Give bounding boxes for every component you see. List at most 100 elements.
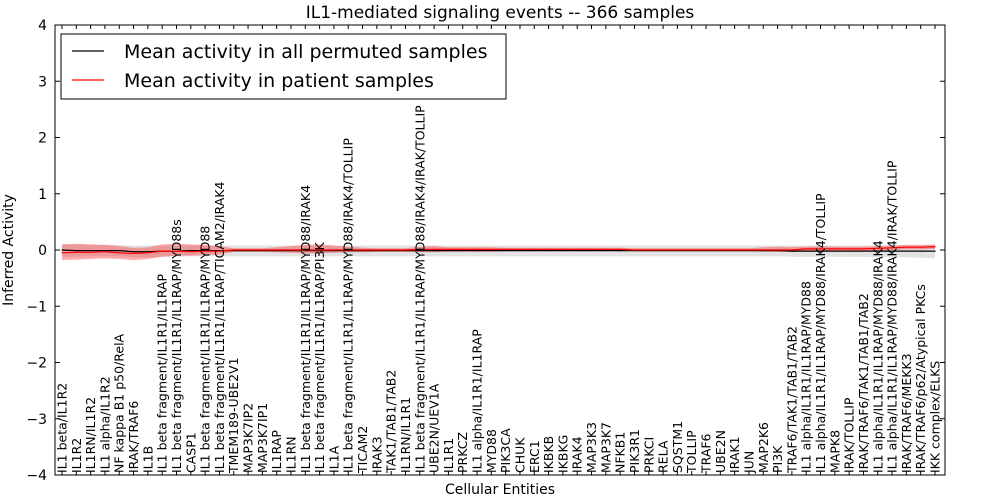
x-tick-label: CASP1 [183,432,198,473]
data-point [748,249,750,251]
data-point [190,250,192,252]
data-point [519,250,521,252]
x-tick-label: IL1 beta fragment/IL1R1/IL1RAP/TICAM2/IR… [212,182,227,473]
data-point [848,248,850,250]
x-tick-label: RELA [656,440,671,473]
x-tick-label: IL1 beta fragment/IL1R1/IL1RAP/MYD88/IRA… [412,105,427,473]
data-point [133,251,135,253]
data-point [161,250,163,252]
x-tick-label: TAK1/TAB1/TAB2 [384,370,399,474]
x-tick-label: PIK3CA [498,428,513,473]
data-point [934,250,936,252]
x-tick-label: IL1 beta fragment/IL1R1/IL1RAP/MYD88 [198,226,213,473]
band-permuted [62,244,935,259]
band-patient [62,243,935,261]
data-point [490,250,492,252]
data-point [462,250,464,252]
y-tick-label: 0 [38,243,47,259]
data-point [276,249,278,251]
x-tick-label: TMEM189-UBE2V1 [226,357,241,474]
data-point [147,252,149,254]
data-point [662,249,664,251]
data-point [90,250,92,252]
data-point [533,248,535,250]
x-tick-label: PIK3R1 [627,429,642,473]
y-tick-label: −2 [26,356,47,372]
data-point [376,249,378,251]
x-tick-label: ERC1 [527,440,542,473]
data-point [891,247,893,249]
x-tick-label: MAP2K6 [756,422,771,473]
data-point [562,250,564,252]
y-tick-label: −3 [26,412,47,428]
data-point [834,248,836,250]
data-point [862,248,865,250]
data-point [848,250,850,252]
plot-frame [54,24,946,476]
x-tick-label: IL1A [326,445,341,473]
data-point [590,248,593,250]
x-tick-label: TOLLIP [684,430,699,474]
data-point [548,248,550,250]
data-point [676,249,679,251]
data-point [290,249,292,251]
x-tick-label: MAPK8 [827,430,842,473]
data-point [218,250,220,252]
x-tick-label: IKK complex/ELKS [928,361,943,473]
data-point [419,248,421,250]
x-tick-label: PRKCI [641,437,656,473]
legend: Mean activity in all permuted samples Me… [60,33,507,100]
data-point [705,249,707,251]
data-point [633,249,636,251]
data-point [533,250,535,252]
x-tick-label: IL1RN [284,436,299,473]
x-tick-label: IRAK/TRAF6/TAK1/TAB1/TAB2 [856,293,871,473]
data-point [247,249,249,251]
data-point [905,250,908,252]
data-point [605,250,607,252]
legend-label-permuted: Mean activity in all permuted samples [124,41,487,63]
y-tick-label: 3 [38,74,47,90]
y-axis: −4 −3 −2 −1 0 1 2 3 4 [26,18,945,484]
x-tick-label: SQSTM1 [670,421,685,473]
x-tick-label: TRAF6 [699,433,714,474]
data-point [447,248,449,250]
data-point [147,251,149,253]
data-point [805,250,807,252]
data-point [390,249,392,251]
data-point [505,250,507,252]
data-point [619,248,621,250]
x-tick-label: IL1 alpha/IL1R2 [97,376,112,473]
y-tick-label: −1 [26,299,47,315]
x-tick-label: IL1B [140,446,155,473]
data-point [433,248,435,250]
data-point [233,249,235,251]
x-tick-label: IRAK/TRAF6/MEKK3 [899,353,914,473]
data-point [118,250,120,252]
x-tick-label: IRAK/TRAF6/p62/Atypical PKCs [913,284,928,473]
data-point [476,250,478,252]
y-tick-label: 1 [38,187,47,203]
legend-label-patient: Mean activity in patient samples [124,70,434,92]
x-tick-label: MAP3K7 [598,422,613,473]
x-tick-label: IRAK1 [727,436,742,473]
data-point [619,250,621,252]
x-tick-label: PRKCZ [455,432,470,473]
data-point [347,249,349,251]
x-tick-label: IL1 beta fragment/IL1R1/IL1RAP [155,273,170,473]
x-tick-label: IKBKG [555,435,570,473]
data-point [61,252,63,254]
bands-layer [62,243,935,261]
y-tick-label: −4 [26,468,47,484]
x-tick-label: IL1 beta/IL1R2 [55,383,70,473]
x-tick-label: IL1 beta fragment/IL1R1/IL1RAP/MYD88/IRA… [298,185,313,473]
x-tick-label: IL1 beta fragment/IL1R1/IL1RAP/MYD88/IRA… [341,138,356,473]
data-point [862,250,865,252]
data-point [204,250,206,252]
x-tick-label: NF kappa B1 p50/RelA [112,333,127,473]
data-point [505,248,507,250]
data-point [734,249,736,251]
x-tick-label: CHUK [513,437,528,473]
data-point [133,252,135,254]
data-point [433,250,435,252]
